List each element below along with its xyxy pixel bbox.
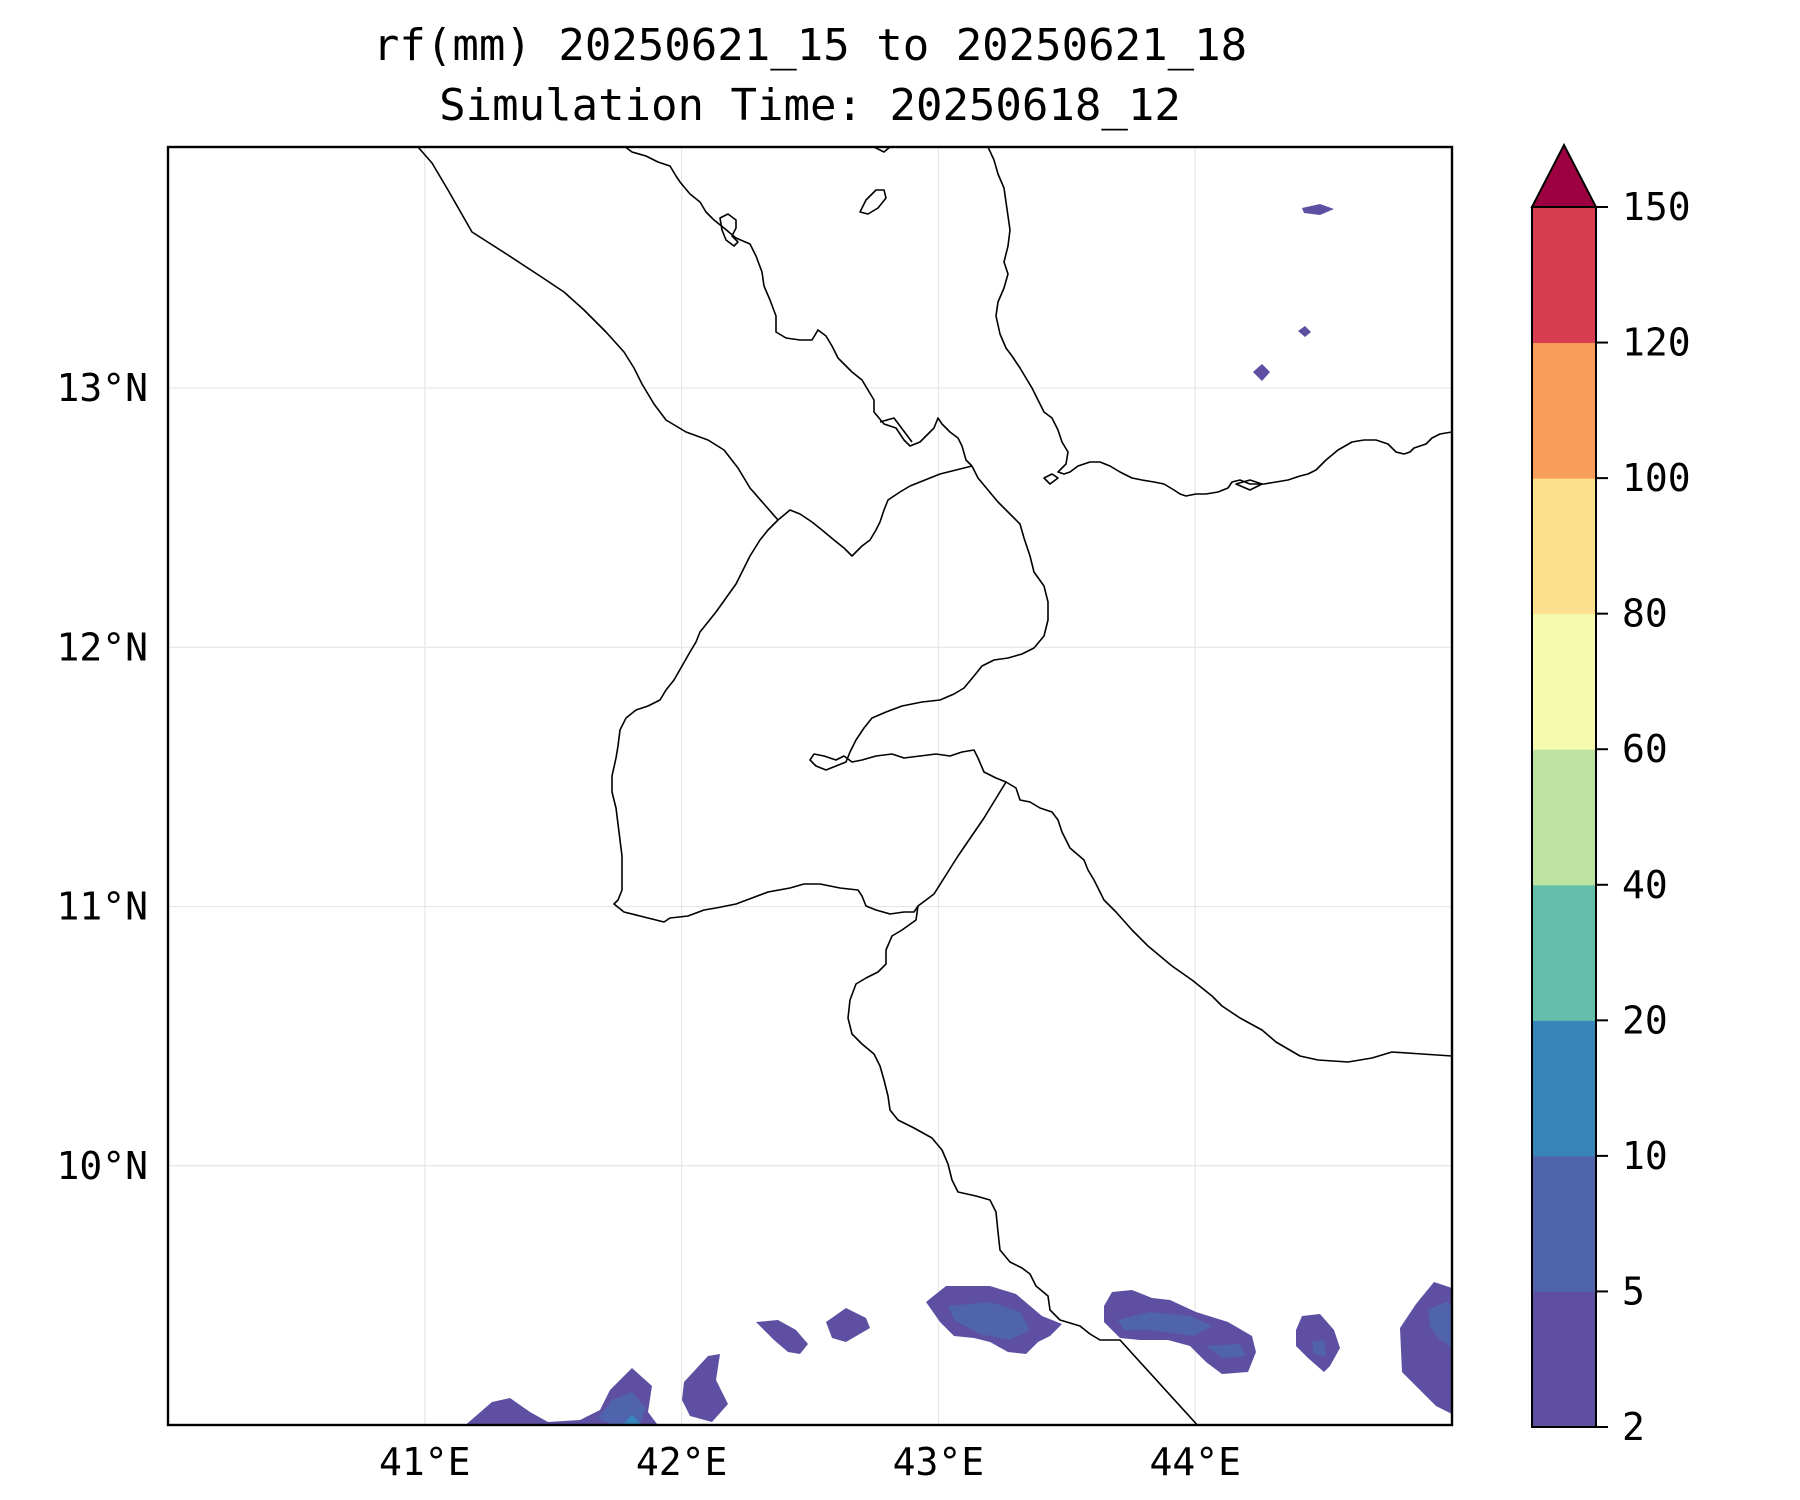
colorbar-tick-label: 5 [1622, 1269, 1645, 1313]
map-axis-ticks: 41°E 42°E 43°E 44°E 13°N 12°N 11°N 10°N [56, 366, 1240, 1484]
rain-cell [682, 1354, 728, 1422]
colorbar-tick-label: 100 [1622, 456, 1691, 500]
lon-tick-label: 44°E [1149, 1440, 1241, 1484]
lat-tick-label: 13°N [56, 366, 148, 410]
coastline [909, 465, 973, 487]
map-gridlines [168, 147, 1452, 1425]
rain-cell [1298, 326, 1311, 337]
coastline [417, 147, 779, 521]
colorbar-frame [1531, 206, 1597, 1428]
coastline [1235, 479, 1263, 491]
colorbar-tick-label: 40 [1622, 863, 1668, 907]
coastlines [417, 147, 1452, 1425]
lat-tick-label: 12°N [56, 625, 148, 669]
colorbar-tick-label: 20 [1622, 998, 1668, 1042]
rain-cell [1302, 204, 1334, 215]
colorbar-segment [1532, 884, 1596, 1021]
coastline [719, 213, 739, 247]
coastline [809, 465, 1452, 1063]
coastline [859, 189, 887, 215]
coastline [879, 417, 913, 443]
colorbar-segment [1532, 207, 1596, 344]
lon-tick-label: 42°E [636, 1440, 728, 1484]
map-frame [166, 145, 1454, 1427]
rain-cell [756, 1320, 808, 1354]
coastline [1043, 473, 1059, 485]
colorbar-extend-arrow [1530, 142, 1598, 208]
colorbar-segment [1532, 478, 1596, 615]
colorbar-segment [1532, 613, 1596, 750]
colorbar-tick-label: 10 [1622, 1134, 1668, 1178]
coastline [847, 781, 1199, 1425]
map-subtitle: Simulation Time: 20250618_12 [439, 80, 1181, 131]
colorbar-segment [1532, 1020, 1596, 1157]
colorbar-tick-label: 80 [1622, 592, 1668, 636]
rain-cell [1400, 1282, 1452, 1414]
rain-cell [1253, 364, 1270, 381]
colorbar-segment [1532, 1155, 1596, 1292]
colorbar-segment [1532, 1291, 1596, 1428]
rain-cell [1428, 1302, 1452, 1348]
coastline [611, 519, 919, 923]
colorbar: 2 5 10 20 40 60 80 100 120 150 [1530, 142, 1691, 1449]
lon-tick-label: 41°E [379, 1440, 471, 1484]
rain-cell [624, 1414, 640, 1424]
rainfall-shading [465, 204, 1452, 1425]
coastline [777, 485, 911, 557]
rain-cell [1206, 1344, 1246, 1358]
colorbar-tick-label: 2 [1622, 1405, 1645, 1449]
colorbar-tick-label: 60 [1622, 727, 1668, 771]
coastline [873, 147, 891, 153]
rain-cell [1118, 1312, 1212, 1336]
coastline [987, 147, 1452, 497]
colorbar-segment [1532, 749, 1596, 886]
coastline [598, 147, 973, 467]
lat-tick-label: 11°N [56, 885, 148, 929]
colorbar-tick-label: 150 [1622, 185, 1691, 229]
map-title: rf(mm) 20250621_15 to 20250621_18 [372, 20, 1248, 71]
colorbar-tick-label: 120 [1622, 321, 1691, 365]
lon-tick-label: 43°E [893, 1440, 985, 1484]
rain-cell [1312, 1340, 1326, 1356]
colorbar-segment [1532, 342, 1596, 479]
rain-cell [826, 1308, 870, 1342]
lat-tick-label: 10°N [56, 1144, 148, 1188]
rain-cell [948, 1302, 1030, 1340]
